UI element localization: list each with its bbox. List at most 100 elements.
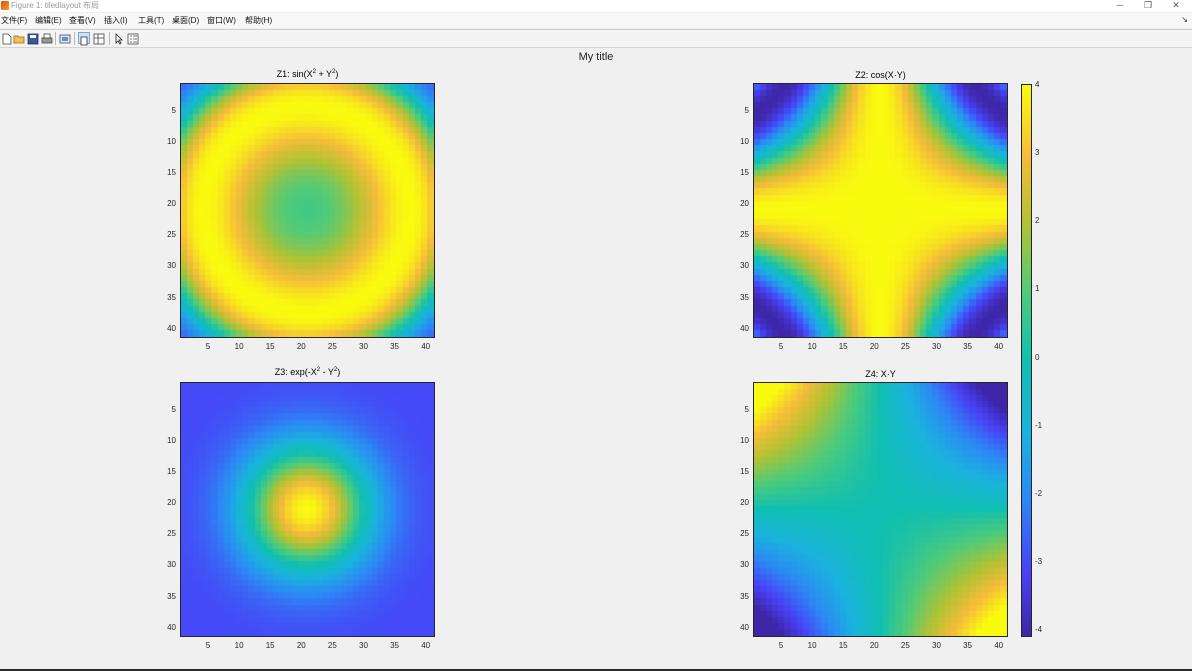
x-tick-label: 25 — [900, 342, 910, 351]
restore-button[interactable]: ❐ — [1143, 0, 1153, 10]
minimize-button[interactable]: ─ — [1116, 0, 1124, 10]
menu-window[interactable]: 窗口(W) — [207, 16, 236, 25]
x-tick-label: 10 — [807, 641, 817, 650]
link-plot-icon[interactable] — [59, 32, 71, 44]
save-icon[interactable] — [27, 32, 39, 45]
y-tick-label: 30 — [167, 261, 176, 271]
figure-title: My title — [578, 51, 614, 63]
menu-help[interactable]: 帮助(H) — [245, 16, 273, 25]
x-tick-label: 15 — [838, 641, 848, 650]
heatmap-z4[interactable] — [753, 382, 1008, 637]
x-tick-label: 10 — [234, 342, 244, 351]
toolbar-separator — [55, 32, 56, 45]
y-tick-label: 5 — [171, 404, 176, 414]
toolbar-separator — [74, 32, 75, 45]
property-editor-icon[interactable] — [93, 32, 105, 45]
y-tick-label: 25 — [740, 529, 749, 539]
y-tick-label: 25 — [167, 230, 176, 240]
x-tick-label: 30 — [932, 641, 941, 650]
y-tick-label: 40 — [740, 622, 749, 632]
heatmap-canvas-z3 — [181, 383, 434, 636]
x-tick-label: 25 — [900, 641, 910, 650]
colorbar-tick-label: -2 — [1035, 488, 1043, 498]
heatmap-z2[interactable] — [753, 83, 1008, 338]
dock-figure-icon[interactable] — [78, 32, 90, 46]
pointer-icon[interactable] — [113, 32, 125, 45]
x-tick-label: 30 — [932, 342, 941, 351]
x-tick-label: 5 — [778, 342, 784, 351]
heatmap-canvas-z4 — [754, 383, 1007, 636]
y-tick-label: 40 — [167, 323, 176, 333]
axes-title-z3: Z3: exp(-X2 - Y2) — [274, 367, 341, 377]
x-tick-label: 15 — [838, 342, 848, 351]
axes-title-z2: Z2: cos(X·Y) — [855, 70, 906, 80]
y-tick-label: 35 — [167, 591, 176, 601]
y-tick-label: 15 — [740, 467, 749, 477]
x-tick-label: 40 — [994, 641, 1004, 650]
window-bottom-edge — [0, 669, 1192, 671]
menu-insert[interactable]: 插入(I) — [104, 16, 128, 25]
axes-title-z4: Z4: X·Y — [865, 369, 896, 379]
x-tick-label: 35 — [390, 342, 400, 351]
y-tick-label: 35 — [167, 292, 176, 302]
close-button[interactable]: ✕ — [1172, 0, 1180, 10]
x-tick-label: 20 — [869, 342, 879, 351]
toolbar-separator — [109, 32, 110, 45]
colorbar-tick-label: 0 — [1035, 352, 1040, 362]
menu-edit[interactable]: 编辑(E) — [35, 16, 62, 25]
y-tick-label: 35 — [740, 292, 749, 302]
menu-file[interactable]: 文件(F) — [1, 16, 28, 25]
toolbar-collapse-icon[interactable]: ↘ — [1181, 15, 1188, 24]
x-tick-label: 15 — [265, 342, 275, 351]
heatmap-canvas-z1 — [181, 84, 434, 337]
matlab-logo-icon — [1, 1, 9, 10]
x-tick-label: 30 — [359, 641, 368, 650]
colorbar-tick-label: 2 — [1035, 216, 1040, 226]
x-tick-label: 15 — [265, 641, 275, 650]
colorbar-tick-label: -4 — [1035, 625, 1043, 634]
y-tick-label: 15 — [167, 168, 176, 178]
y-tick-label: 25 — [740, 230, 749, 240]
colorbar-tick-label: 4 — [1035, 80, 1040, 89]
menu-view[interactable]: 查看(V) — [69, 16, 96, 25]
y-tick-label: 25 — [167, 529, 176, 539]
x-tick-label: 5 — [778, 641, 784, 650]
window-title-bar: Figure 1: tiledlayout 布局 ─ ❐ ✕ — [0, 0, 1192, 12]
colorbar[interactable] — [1021, 84, 1032, 637]
menu-bar: 文件(F) 编辑(E) 查看(V) 插入(I) 工具(T) 桌面(D) 窗口(W… — [0, 13, 1192, 28]
heatmap-z1[interactable] — [180, 83, 435, 338]
x-tick-label: 40 — [421, 342, 431, 351]
y-tick-label: 15 — [740, 168, 749, 178]
x-tick-label: 5 — [205, 342, 211, 351]
menu-tools[interactable]: 工具(T) — [138, 16, 165, 25]
y-tick-label: 10 — [167, 137, 176, 147]
x-tick-label: 25 — [327, 641, 337, 650]
y-tick-label: 10 — [740, 436, 749, 446]
x-tick-label: 40 — [421, 641, 431, 650]
x-tick-label: 20 — [296, 342, 306, 351]
heatmap-canvas-z2 — [754, 84, 1007, 337]
y-tick-label: 30 — [740, 261, 749, 271]
y-tick-label: 20 — [167, 199, 176, 209]
y-tick-label: 40 — [740, 323, 749, 333]
y-tick-label: 5 — [171, 105, 176, 115]
x-tick-label: 20 — [296, 641, 306, 650]
figure-toolbar — [0, 29, 1192, 48]
plot-browser-icon[interactable] — [127, 32, 139, 45]
print-icon[interactable] — [41, 32, 53, 44]
colorbar-tick-label: 3 — [1035, 148, 1040, 158]
axes-title-z1: Z1: sin(X2 + Y2) — [276, 69, 339, 79]
menu-desktop[interactable]: 桌面(D) — [172, 16, 200, 25]
y-tick-label: 20 — [740, 498, 749, 508]
y-tick-label: 30 — [740, 560, 749, 570]
y-tick-label: 35 — [740, 591, 749, 601]
x-tick-label: 30 — [359, 342, 368, 351]
y-tick-label: 10 — [167, 436, 176, 446]
new-figure-icon[interactable] — [1, 32, 13, 45]
y-tick-label: 5 — [744, 105, 749, 115]
y-tick-label: 10 — [740, 137, 749, 147]
x-tick-label: 25 — [327, 342, 337, 351]
heatmap-z3[interactable] — [180, 382, 435, 637]
y-tick-label: 40 — [167, 622, 176, 632]
open-file-icon[interactable] — [13, 32, 25, 44]
